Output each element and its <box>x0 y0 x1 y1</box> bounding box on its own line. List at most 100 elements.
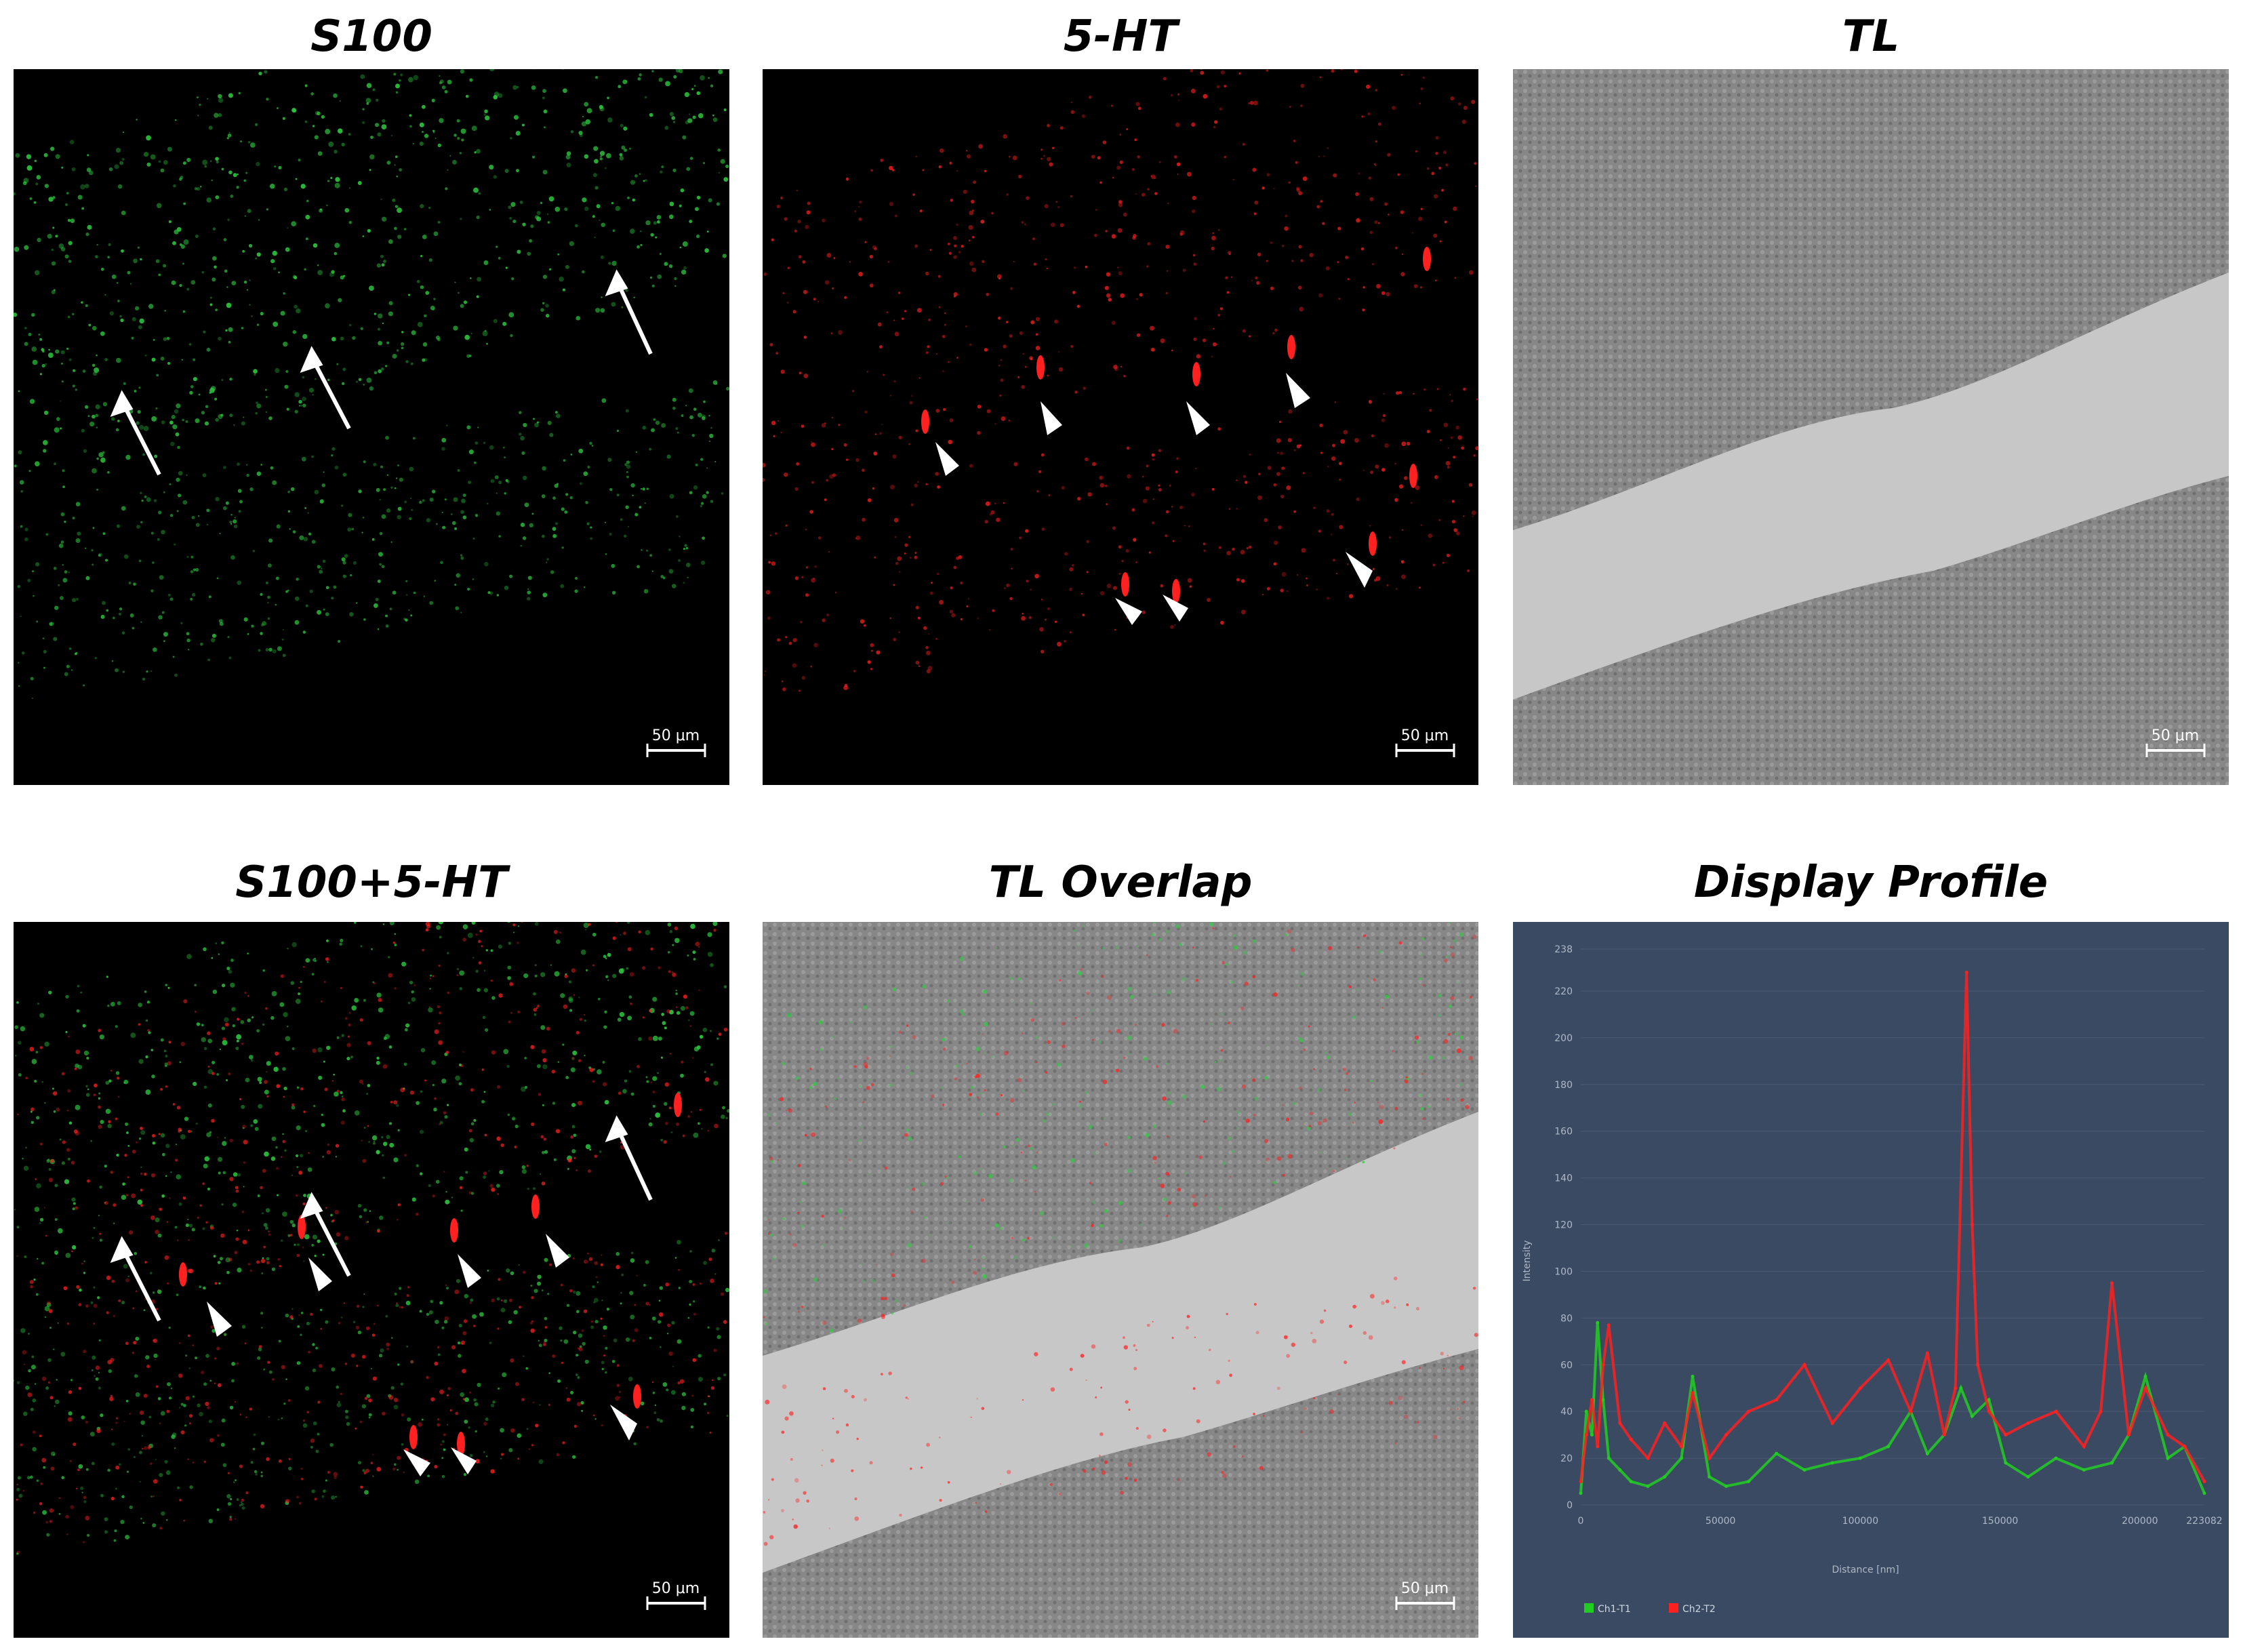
data-point <box>1909 1409 1913 1413</box>
panel-title-5ht: 5-HT <box>1063 12 1178 62</box>
overlap-speckles <box>763 922 1478 1546</box>
scale-bar-label: 50 μm <box>2152 727 2199 744</box>
data-point <box>2143 1375 2147 1379</box>
panel-title-display-profile: Display Profile <box>1693 858 2048 908</box>
data-point <box>1858 1456 1862 1460</box>
arrow-icon <box>110 269 653 476</box>
data-point <box>1596 1321 1600 1325</box>
data-point <box>1830 1461 1834 1465</box>
data-point <box>1629 1480 1633 1484</box>
data-point <box>1663 1475 1667 1479</box>
data-point <box>2099 1409 2103 1413</box>
s100-micrograph: 50 μm <box>14 69 729 785</box>
data-point <box>1970 1223 1974 1227</box>
data-point <box>2082 1445 2086 1449</box>
data-point <box>1970 1414 1974 1418</box>
data-point <box>2054 1456 2058 1460</box>
y-tick-label: 0 <box>1567 1500 1573 1511</box>
data-point <box>1618 1421 1622 1425</box>
data-point <box>1618 1468 1622 1472</box>
tl-micrograph: 50 μm <box>1513 69 2229 785</box>
5ht-micrograph: 50 μm <box>763 69 1478 785</box>
data-point <box>1746 1409 1750 1413</box>
data-point <box>2110 1461 2114 1465</box>
x-tick-label: 150000 <box>1982 1516 2018 1527</box>
y-tick-label: 100 <box>1554 1266 1573 1277</box>
data-point <box>1724 1433 1728 1437</box>
data-point <box>1964 970 1969 974</box>
data-point <box>1663 1421 1667 1425</box>
x-axis-label: Distance [nm] <box>1832 1565 1899 1575</box>
data-point <box>1802 1363 1806 1367</box>
merged-speckles <box>14 922 729 1555</box>
chart-series <box>1579 970 2206 1495</box>
data-point <box>2202 1480 2206 1484</box>
data-point <box>1601 1363 1605 1367</box>
panel-title-s100: S100 <box>310 12 432 62</box>
series-line <box>1579 1323 2206 1494</box>
data-point <box>1679 1445 1683 1449</box>
arrowhead-icon <box>207 1234 637 1476</box>
x-tick-label: 50000 <box>1705 1516 1736 1527</box>
data-point <box>1987 1398 1991 1402</box>
data-point <box>1579 1480 1583 1484</box>
y-axis-label: Intensity <box>1522 1241 1533 1282</box>
data-point <box>1954 1386 1958 1390</box>
scale-bar: 50 μm <box>1395 1580 1455 1610</box>
x-tick-label: 0 <box>1578 1516 1584 1527</box>
data-point <box>1596 1445 1600 1449</box>
y-tick-label: 120 <box>1554 1220 1573 1231</box>
arrow-icon <box>110 1115 653 1322</box>
data-point <box>1858 1386 1862 1390</box>
y-tick-label: 40 <box>1560 1407 1573 1417</box>
x-tick-label: 200000 <box>2122 1516 2158 1527</box>
data-point <box>1802 1468 1806 1472</box>
tissue-lumen <box>763 1112 1478 1573</box>
y-tick-label: 80 <box>1560 1313 1573 1324</box>
y-tick-label: 160 <box>1554 1127 1573 1137</box>
y-tick-label: 180 <box>1554 1080 1573 1091</box>
data-point <box>1976 1363 1980 1367</box>
legend-swatch <box>1584 1603 1594 1613</box>
data-point <box>1584 1409 1588 1413</box>
y-tick-label: 60 <box>1560 1360 1573 1371</box>
data-point <box>1708 1475 1712 1479</box>
x-tick-label: 100000 <box>1842 1516 1878 1527</box>
data-point <box>1691 1375 1695 1379</box>
scale-bar: 50 μm <box>2145 727 2206 757</box>
legend-label: Ch1-T1 <box>1598 1604 1631 1615</box>
scale-bar: 50 μm <box>646 727 706 757</box>
merged-micrograph: 50 μm <box>14 922 729 1638</box>
x-tick-labels: 0 50000 100000 150000 200000 223082 <box>1578 1516 2223 1527</box>
legend-label: Ch2-T2 <box>1682 1604 1716 1615</box>
y-tick-label: 20 <box>1560 1453 1573 1464</box>
data-point <box>1886 1358 1891 1362</box>
data-point <box>1601 1398 1605 1402</box>
data-point <box>1925 1351 1929 1355</box>
tl-overlap-micrograph: 50 μm <box>763 922 1478 1638</box>
data-point <box>1679 1456 1683 1460</box>
data-point <box>2143 1386 2147 1390</box>
data-point <box>1607 1456 1611 1460</box>
data-point <box>1775 1451 1779 1455</box>
5ht-speckles <box>763 69 1478 692</box>
s100-speckles <box>14 69 729 700</box>
data-point <box>1886 1445 1891 1449</box>
legend-swatch <box>1669 1603 1678 1613</box>
data-point <box>1775 1398 1779 1402</box>
data-point <box>1646 1484 1650 1488</box>
data-point <box>1590 1398 1594 1402</box>
data-point <box>1579 1491 1583 1495</box>
y-tick-labels: 0 20 40 60 80 100 120 140 160 180 200 220 238 <box>1554 944 1573 1511</box>
chart-legend: Ch1-T1 Ch2-T2 <box>1584 1603 1716 1615</box>
scale-bar-label: 50 μm <box>652 727 700 744</box>
data-point <box>1925 1451 1929 1455</box>
data-point <box>1691 1391 1695 1395</box>
panel-title-tl-overlap: TL Overlap <box>988 858 1253 908</box>
data-point <box>1987 1409 1991 1413</box>
data-point <box>2026 1475 2030 1479</box>
data-point <box>1646 1456 1650 1460</box>
data-point <box>2026 1421 2030 1425</box>
data-point <box>1830 1421 1834 1425</box>
x-tick-label: 223082 <box>2186 1516 2222 1527</box>
